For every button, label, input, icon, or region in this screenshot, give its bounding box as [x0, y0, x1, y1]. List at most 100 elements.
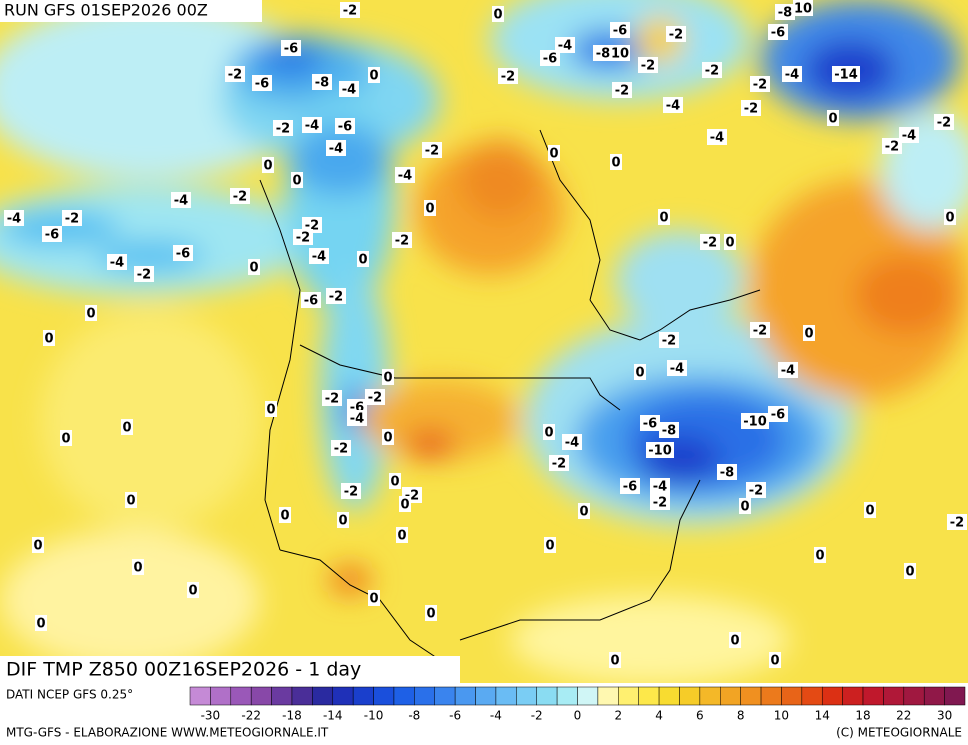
contour-label: 0 — [292, 174, 301, 189]
credit: MTG-GFS - ELABORAZIONE WWW.METEOGIORNALE… — [6, 726, 329, 740]
contour-label: 0 — [133, 561, 142, 576]
label-box — [610, 22, 630, 38]
label-box — [782, 66, 802, 82]
label-box — [132, 559, 144, 575]
colorbar-swatch — [332, 686, 354, 706]
contour-label: -4 — [329, 142, 343, 157]
contour-label: 0 — [804, 327, 813, 342]
contour-label: 0 — [770, 654, 779, 669]
contour-label: 0 — [549, 147, 558, 162]
source: DATI NCEP GFS 0.25° — [6, 688, 133, 702]
contour-label: 0 — [740, 500, 749, 515]
contour-label: -4 — [7, 212, 21, 227]
label-box — [944, 209, 956, 225]
label-box — [707, 129, 727, 145]
colorbar-swatch — [250, 686, 272, 706]
contour-label: -4 — [666, 99, 680, 114]
label-box — [768, 406, 788, 422]
label-box — [365, 389, 385, 405]
label-box — [322, 390, 342, 406]
label-box — [739, 498, 751, 514]
label-box — [609, 652, 621, 668]
label-box — [425, 605, 437, 621]
contour-label: -8 — [720, 466, 734, 481]
contour-label: 0 — [610, 654, 619, 669]
colorbar-label: 10 — [774, 709, 789, 723]
label-box — [768, 24, 788, 40]
label-box — [382, 429, 394, 445]
contour-label: -2 — [662, 334, 676, 349]
contour-label: -6 — [304, 294, 318, 309]
contour-label: 0 — [263, 159, 272, 174]
contour-label: 0 — [730, 634, 739, 649]
run-box — [0, 0, 262, 22]
label-box — [399, 496, 411, 512]
label-box — [775, 4, 795, 20]
contour-label: 0 — [338, 514, 347, 529]
label-box — [947, 514, 967, 530]
contour-label: -4 — [781, 364, 795, 379]
label-box — [337, 512, 349, 528]
contour-label: -10 — [743, 415, 767, 430]
colorbar-label: -30 — [201, 709, 221, 723]
label-box — [302, 117, 322, 133]
contour-label: -2 — [228, 68, 242, 83]
label-box — [934, 114, 954, 130]
contour-label: 0 — [865, 504, 874, 519]
label-box — [281, 40, 301, 56]
colorbar: -30 -22 -18 -14 -10 -8 -6 -4 -2 0 2 4 6 8 10 14 18 22 30 — [189, 686, 966, 723]
colorbar-swatch — [414, 686, 435, 706]
label-box — [666, 26, 686, 42]
contour-label: -2 — [615, 84, 629, 99]
label-box — [187, 582, 199, 598]
colorbar-label: 4 — [655, 709, 663, 723]
contour-label: -2 — [653, 496, 667, 511]
contour-label: 0 — [659, 211, 668, 226]
label-box — [832, 66, 860, 82]
label-box — [741, 100, 761, 116]
contour-label: -4 — [558, 39, 572, 54]
label-box — [548, 145, 560, 161]
contour-label: -2 — [753, 78, 767, 93]
colorbar-swatch — [516, 686, 537, 706]
contour-label: -6 — [613, 24, 627, 39]
label-box — [650, 494, 670, 510]
contour-label: 0 — [828, 112, 837, 127]
contour-label: 0 — [579, 505, 588, 520]
label-box — [171, 192, 191, 208]
colorbar-swatch — [597, 686, 619, 706]
colorbar-label: -6 — [449, 709, 461, 723]
label-box — [899, 127, 919, 143]
label-box — [60, 430, 72, 446]
label-box — [339, 81, 359, 97]
colorbar-swatch — [720, 686, 741, 706]
contour-label: -4 — [670, 362, 684, 377]
contour-label: -6 — [255, 77, 269, 92]
contour-label: -6 — [284, 42, 298, 57]
contour-label: -2 — [744, 102, 758, 117]
colorbar-label: -8 — [408, 709, 420, 723]
label-box — [741, 413, 769, 429]
contour-label: 0 — [383, 431, 392, 446]
contour-label: -2 — [343, 4, 357, 19]
label-box — [659, 332, 679, 348]
map — [0, 0, 968, 683]
label-box — [904, 563, 916, 579]
contour-label: -2 — [233, 190, 247, 205]
colorbar-swatch — [862, 686, 884, 706]
colorbar-swatch — [801, 686, 823, 706]
colorbar-swatch — [638, 686, 660, 706]
contour-label: 0 — [266, 403, 275, 418]
colorbar-swatch — [393, 686, 415, 706]
colorbar-label: -4 — [490, 709, 502, 723]
colorbar-swatch — [699, 686, 721, 706]
contour-label: -2 — [368, 391, 382, 406]
label-box — [173, 245, 193, 261]
contour-labels: -2 0 -8 10-6-6 -2-4-6 -8 10-2-6-8 -4-2-60 -2 -2-2… — [4, 0, 967, 669]
label-box — [312, 74, 332, 90]
contour-label: 0 — [358, 253, 367, 268]
contour-label: 0 — [725, 236, 734, 251]
contour-label: 0 — [36, 617, 45, 632]
contour-label: -2 — [669, 28, 683, 43]
